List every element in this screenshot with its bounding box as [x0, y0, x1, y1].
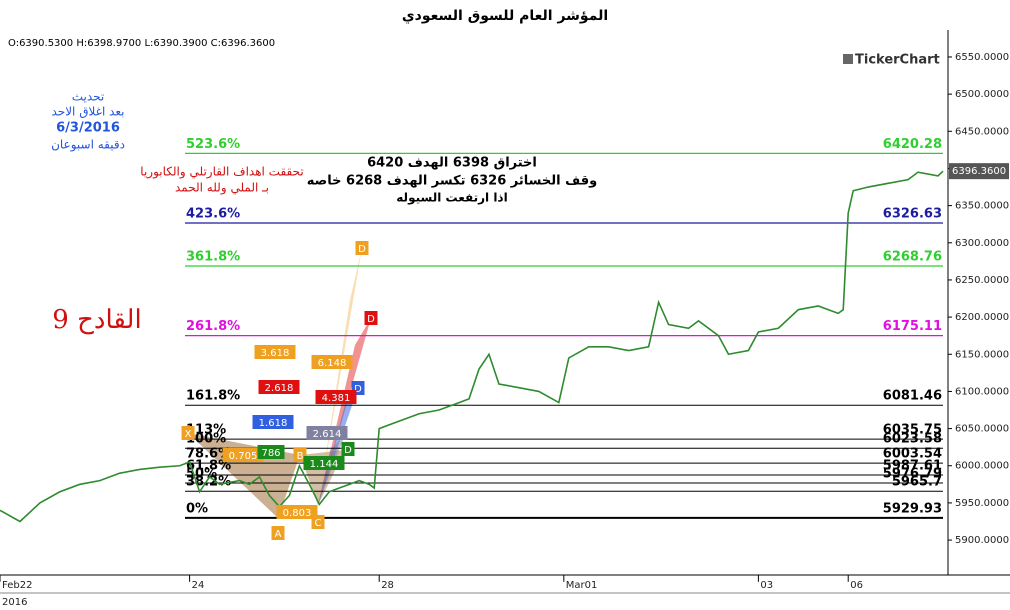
level-value: 6081.46: [883, 389, 942, 404]
y-tick-label: 6450.0000: [955, 126, 1009, 137]
pattern-box: [311, 355, 353, 369]
y-tick-label: 6050.0000: [955, 424, 1009, 435]
level-value: 5987.61: [883, 458, 942, 473]
pattern-box: [271, 526, 285, 540]
pattern-label: 1.144: [310, 459, 339, 470]
pattern-label: 4.381: [322, 393, 351, 404]
level-value: 5929.93: [883, 501, 942, 516]
y-tick-label: 6500.0000: [955, 89, 1009, 100]
update-note: 6/3/2016: [56, 121, 120, 136]
level-value: 6175.11: [883, 319, 942, 334]
level-label: 78.6%: [186, 447, 231, 462]
x-tick-label: 24: [192, 580, 205, 591]
pattern-box: [293, 448, 307, 462]
pattern-label: D: [354, 384, 362, 395]
pattern-label: D: [358, 244, 366, 255]
pattern-box: [222, 448, 264, 462]
level-label: 161.8%: [186, 389, 240, 404]
pattern-box: [181, 426, 195, 440]
trade-note: اذا ارتفعت السيوله: [396, 191, 507, 206]
last-price-label: 6396.3600: [952, 166, 1006, 177]
level-label: 361.8%: [186, 249, 240, 264]
pattern-label: 786: [261, 448, 280, 459]
pattern-box: [306, 426, 348, 440]
trade-note: اختراق 6398 الهدف 6420: [367, 156, 537, 171]
ohlc: O:6390.5300 H:6398.9700 L:6390.3900 C:63…: [8, 38, 275, 49]
level-value: 6035.75: [883, 423, 942, 438]
pattern-box: [257, 445, 285, 459]
pattern-box: [258, 380, 300, 394]
pattern-box: [252, 415, 294, 429]
last-price-tag: [949, 163, 1009, 180]
level-label: 61.8%: [186, 458, 231, 473]
level-value: 6268.76: [883, 249, 942, 264]
y-tick-label: 6100.0000: [955, 386, 1009, 397]
level-label: 113%: [186, 423, 226, 438]
level-value: 6003.54: [883, 447, 942, 462]
y-tick-label: 6550.0000: [955, 52, 1009, 63]
pattern-box: [315, 390, 357, 404]
x-tick-label: 28: [381, 580, 394, 591]
level-label: 423.6%: [186, 206, 240, 221]
level-value: 5965.7: [892, 475, 942, 490]
logo: TickerChart: [855, 53, 940, 68]
pattern-label: 6.148: [318, 358, 347, 369]
year-label: 2016: [2, 597, 27, 608]
y-tick-label: 6200.0000: [955, 312, 1009, 323]
pattern-box: [276, 505, 318, 519]
pattern-label: C: [315, 518, 322, 529]
logo-icon: [843, 54, 853, 64]
level-label: 261.8%: [186, 319, 240, 334]
signal: القادح 9: [52, 305, 141, 335]
pattern-label: 1.618: [259, 418, 288, 429]
pattern-label: A: [275, 529, 282, 540]
price-line: [0, 170, 944, 523]
pattern-box: [303, 456, 345, 470]
update-note: دقيقه اسبوعان: [51, 138, 125, 153]
pattern-box: [364, 311, 378, 325]
pattern-label: 2.614: [313, 429, 342, 440]
y-tick-label: 5950.0000: [955, 498, 1009, 509]
pattern-label: D: [367, 314, 375, 325]
target-note: بـ الملي ولله الحمد: [175, 181, 269, 196]
pattern-label: 2.618: [265, 383, 294, 394]
pattern-label: D: [344, 445, 352, 456]
update-note: تحديث: [72, 90, 105, 104]
pattern-box: [355, 241, 369, 255]
level-value: 5976.79: [883, 466, 942, 481]
y-tick-label: 6300.0000: [955, 238, 1009, 249]
y-tick-label: 5900.0000: [955, 535, 1009, 546]
level-value: 6326.63: [883, 206, 942, 221]
pattern-label: 3.618: [261, 348, 290, 359]
pattern-label: X: [185, 429, 192, 440]
level-label: 523.6%: [186, 137, 240, 152]
update-note: بعد اغلاق الاحد: [51, 105, 124, 119]
y-tick-label: 6350.0000: [955, 201, 1009, 212]
level-label: 100%: [186, 432, 226, 447]
pattern-box: [341, 442, 355, 456]
y-tick-label: 6000.0000: [955, 461, 1009, 472]
pattern-label: 0.705: [229, 451, 258, 462]
pattern-box: [254, 345, 296, 359]
y-tick-label: 6250.0000: [955, 275, 1009, 286]
x-tick-label: Mar01: [566, 580, 598, 591]
pattern-label: B: [297, 451, 304, 462]
level-value: 6023.58: [883, 432, 942, 447]
chart-title: المؤشر العام للسوق السعودي: [402, 8, 608, 25]
x-tick-label: 03: [760, 580, 773, 591]
x-tick-label: Feb22: [2, 580, 32, 591]
target-note: تحققت اهداف القارتلي والكابوريا: [140, 165, 303, 180]
level-label: 0%: [186, 501, 208, 516]
y-tick-label: 6150.0000: [955, 349, 1009, 360]
trade-note: وقف الخسائر 6326 تكسر الهدف 6268 خاصه: [307, 174, 597, 189]
x-tick-label: 06: [850, 580, 863, 591]
level-value: 6420.28: [883, 137, 942, 152]
pattern-label: 0.803: [283, 508, 312, 519]
